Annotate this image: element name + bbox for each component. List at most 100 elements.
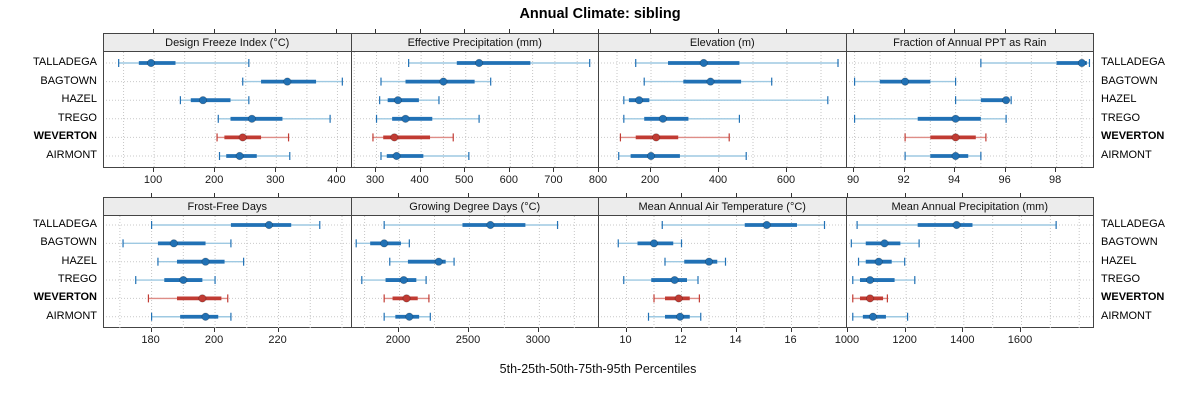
axis-tick (508, 168, 510, 172)
percentile-series-hazel (157, 257, 245, 266)
axis-tick-top (375, 29, 377, 33)
percentile-series-bagtown (617, 239, 683, 248)
percentile-series-hazel (857, 257, 905, 266)
median-dot (676, 312, 685, 321)
axis-tick-label: 400 (708, 174, 728, 186)
median-dot (201, 257, 210, 266)
axis-tick-top (275, 29, 277, 33)
percentile-series-talladega (635, 58, 839, 68)
median-dot (474, 58, 483, 68)
axis-tick-top (1004, 29, 1006, 33)
axis-tick-top (650, 29, 652, 33)
percentile-series-airmont (851, 312, 908, 321)
axis-tick (553, 168, 555, 172)
panel-plot-frost-free-days (106, 216, 350, 328)
median-dot (950, 133, 960, 142)
panel-header-growing-degree-days-c: Growing Degree Days (°C) (350, 197, 598, 216)
median-dot (399, 275, 408, 285)
axis-tick-label: 3000 (525, 334, 551, 346)
percentile-series-airmont (150, 312, 232, 321)
axis-tick-top (680, 193, 682, 197)
panel-header-design-freeze-index-c: Design Freeze Index (°C) (103, 33, 351, 52)
median-dot (950, 151, 960, 161)
axis-tick (1055, 168, 1057, 172)
median-dot (401, 294, 411, 303)
station-label-left-trego: TREGO (57, 111, 97, 124)
median-dot (438, 77, 448, 86)
median-dot (146, 58, 156, 68)
percentile-series-talladega (979, 58, 1090, 68)
median-dot (400, 114, 410, 123)
axis-tick-label: 1600 (1007, 334, 1033, 346)
axis-tick (336, 168, 338, 172)
axis-tick-top (718, 29, 719, 33)
axis-tick-label: 98 (1048, 174, 1062, 186)
station-label-right-talladega: TALLADEGA (1101, 56, 1165, 68)
panel-plot-elevation-m (601, 52, 845, 168)
panel-plot-design-freeze-index-c (106, 52, 350, 168)
percentile-series-airmont (218, 151, 291, 161)
axis-tick-top (464, 29, 466, 33)
percentile-series-hazel (623, 96, 829, 105)
station-label-right-airmont: AIRMONT (1101, 309, 1152, 322)
median-dot (704, 257, 714, 266)
percentile-series-bagtown (643, 77, 773, 86)
axis-tick-label: 94 (947, 174, 961, 186)
axis-tick-label: 400 (410, 174, 429, 186)
axis-tick-label: 700 (544, 174, 563, 186)
percentile-series-weverton (216, 133, 290, 142)
station-label-right-trego: TREGO (1101, 111, 1141, 124)
panel-effective-precipitation-mm (350, 52, 598, 168)
axis-tick (419, 168, 421, 172)
percentile-series-bagtown (850, 239, 920, 248)
axis-tick (853, 168, 855, 172)
percentile-series-hazel (664, 257, 727, 266)
percentile-series-airmont (618, 151, 747, 161)
axis-tick-label: 300 (365, 174, 385, 186)
axis-tick (150, 328, 152, 332)
axis-tick-top (537, 193, 539, 197)
percentile-series-trego (360, 275, 427, 285)
median-dot (198, 294, 207, 303)
percentile-series-trego (623, 114, 741, 123)
axis-tick-top (904, 193, 906, 197)
panel-plot-growing-degree-days-c (353, 216, 597, 328)
axis-tick-top (790, 193, 792, 197)
percentile-series-hazel (954, 96, 1012, 105)
median-dot (762, 220, 771, 230)
median-dot (868, 312, 877, 321)
axis-tick-label: 200 (204, 334, 224, 346)
station-label-right-hazel: HAZEL (1101, 93, 1137, 106)
percentile-axis-caption: 5th-25th-50th-75th-95th Percentiles (499, 362, 697, 376)
axis-tick-label: 1000 (834, 334, 860, 346)
axis-tick (467, 328, 469, 332)
axis-tick-label: 1400 (950, 334, 975, 346)
median-dot (238, 133, 247, 142)
station-label-left-weverton: WEVERTON (33, 130, 97, 143)
axis-tick (214, 168, 216, 172)
median-dot (865, 294, 874, 303)
axis-tick-label: 400 (327, 174, 346, 186)
station-label-left-airmont: AIRMONT (46, 149, 97, 161)
median-dot (635, 96, 644, 105)
station-label-right-airmont: AIRMONT (1101, 149, 1152, 161)
median-dot (874, 257, 883, 266)
percentile-series-hazel (388, 257, 455, 266)
median-dot (865, 275, 874, 285)
panel-frost-free-days (103, 216, 351, 328)
axis-tick-top (277, 193, 279, 197)
percentile-series-weverton (903, 133, 987, 142)
panel-mean-annual-precipitation-mm (845, 216, 1094, 328)
median-dot (393, 96, 402, 105)
axis-tick-top (553, 29, 555, 33)
axis-tick (650, 168, 652, 172)
axis-tick-label: 1200 (892, 334, 917, 346)
axis-tick-label: 92 (897, 174, 910, 186)
station-label-left-hazel: HAZEL (61, 93, 97, 106)
percentile-series-airmont (647, 312, 702, 321)
percentile-series-bagtown (242, 77, 343, 86)
axis-tick (1020, 328, 1022, 332)
station-label-left-airmont: AIRMONT (46, 309, 97, 322)
percentile-series-hazel (378, 96, 440, 105)
axis-tick (625, 328, 627, 332)
